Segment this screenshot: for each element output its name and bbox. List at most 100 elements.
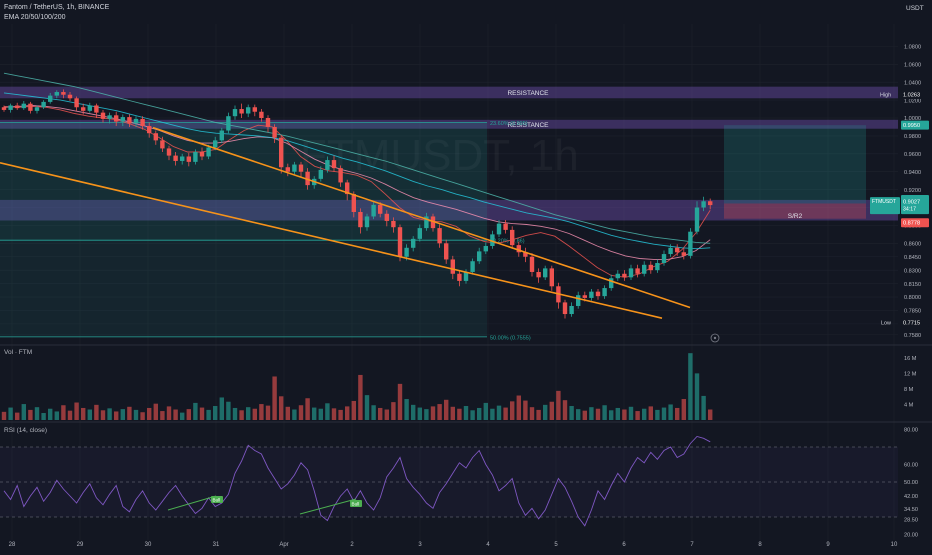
price-axis[interactable]: 1.0800 1.0600 1.0400 1.0200 1.0000 0.9800 0.96… <box>898 0 932 540</box>
candle <box>94 103 99 118</box>
candle-body <box>708 201 713 206</box>
time-tick-label: 31 <box>213 542 220 548</box>
volume-bar <box>147 407 152 420</box>
candle <box>523 247 528 263</box>
candle <box>318 166 323 182</box>
volume-bar <box>503 407 508 420</box>
fib-level-label: 23.60% (0.995) <box>490 121 528 127</box>
current-price-bg <box>901 197 929 215</box>
candle-body <box>180 156 185 161</box>
candle-body <box>15 105 20 109</box>
volume-bar <box>615 407 620 420</box>
candle-body <box>457 273 462 281</box>
candle-body <box>74 98 79 108</box>
candle-body <box>437 228 442 244</box>
candle-body <box>232 109 238 117</box>
rsi-band <box>0 447 898 517</box>
candle-body <box>325 160 330 170</box>
volume-bar <box>15 412 20 420</box>
bull-badge-bg <box>211 496 223 503</box>
current-price-text: 0.9027 <box>903 200 920 206</box>
fibonacci-retracement: 23.60% (0.995) 38.20% (0.86) 50.00% (0.755… <box>0 121 531 341</box>
volume-bar <box>562 400 568 420</box>
candle-body <box>345 182 350 195</box>
candle-body <box>444 243 449 260</box>
volume-bar <box>688 353 693 420</box>
candle-body <box>483 246 488 252</box>
price-tick-label: 0.8300 <box>904 268 921 274</box>
long-position-tool[interactable]: S/R2 <box>724 125 866 220</box>
candle-body <box>378 204 383 214</box>
candle <box>219 127 224 144</box>
candle <box>529 253 535 277</box>
stop-price-badge: 0.8778 <box>901 218 929 228</box>
volume-bar <box>589 407 594 420</box>
volume-bar <box>450 406 455 420</box>
settings-icon[interactable] <box>710 333 720 343</box>
volume-bar <box>490 408 495 420</box>
candle <box>41 100 46 110</box>
volume-bar <box>351 400 356 420</box>
candle <box>206 144 211 160</box>
time-tick-label: 4 <box>486 542 490 548</box>
candle <box>694 201 700 235</box>
candle-body <box>147 126 152 134</box>
candlestick-series <box>1 89 713 319</box>
candle-body <box>529 256 535 272</box>
candle-body <box>239 109 244 114</box>
candle-body <box>510 229 515 246</box>
candle-body <box>569 305 574 315</box>
candle <box>28 101 33 114</box>
candle-body <box>279 137 284 168</box>
volume-bar <box>457 408 462 420</box>
volume-bar <box>424 409 429 420</box>
candle-body <box>503 223 508 230</box>
candle <box>193 149 198 165</box>
candle <box>34 105 40 114</box>
time-axis[interactable]: 28 29 30 31 Apr 2 3 4 5 6 7 8 9 10 <box>9 542 898 548</box>
candle-body <box>272 126 277 138</box>
candle-body <box>655 263 660 271</box>
position-target-zone <box>724 125 866 204</box>
time-tick-label: 7 <box>690 542 694 548</box>
price-tick-label: 0.8600 <box>904 242 921 248</box>
target-price-badge: 0.9950 <box>901 120 929 130</box>
volume-bar <box>100 410 106 420</box>
candle-body <box>173 155 178 161</box>
descending-channel[interactable] <box>0 126 691 319</box>
volume-bar <box>529 407 535 420</box>
volume-bar <box>648 406 653 420</box>
candle-body <box>688 231 693 256</box>
candle-body <box>628 268 634 278</box>
price-tick-label: 1.0200 <box>904 98 921 104</box>
volume-bar <box>609 410 614 420</box>
candle <box>371 201 376 220</box>
ema100-line <box>3 92 711 250</box>
candle <box>331 155 337 172</box>
volume-bar <box>285 406 290 420</box>
candle <box>325 156 330 173</box>
volume-bar <box>371 405 376 420</box>
volume-bar <box>120 409 125 420</box>
volume-bar <box>397 383 403 420</box>
candle-body <box>199 152 205 157</box>
resistance-zone <box>0 119 898 129</box>
candle-body <box>391 220 396 228</box>
candle-body <box>516 245 521 253</box>
volume-bar <box>199 407 205 420</box>
candle <box>675 244 680 256</box>
price-tick-label: 0.8450 <box>904 255 921 261</box>
candle <box>186 152 191 167</box>
fib-level-label: 50.00% (0.7555) <box>490 335 531 341</box>
candle-body <box>140 118 145 127</box>
volume-bar <box>701 395 706 420</box>
time-tick-label: Apr <box>279 542 288 548</box>
candle <box>81 103 86 115</box>
time-tick-label: 5 <box>554 542 558 548</box>
volume-bar <box>510 401 515 420</box>
bull-divergence-line <box>299 498 357 515</box>
candle-body <box>246 107 251 114</box>
candle-body <box>226 116 231 131</box>
